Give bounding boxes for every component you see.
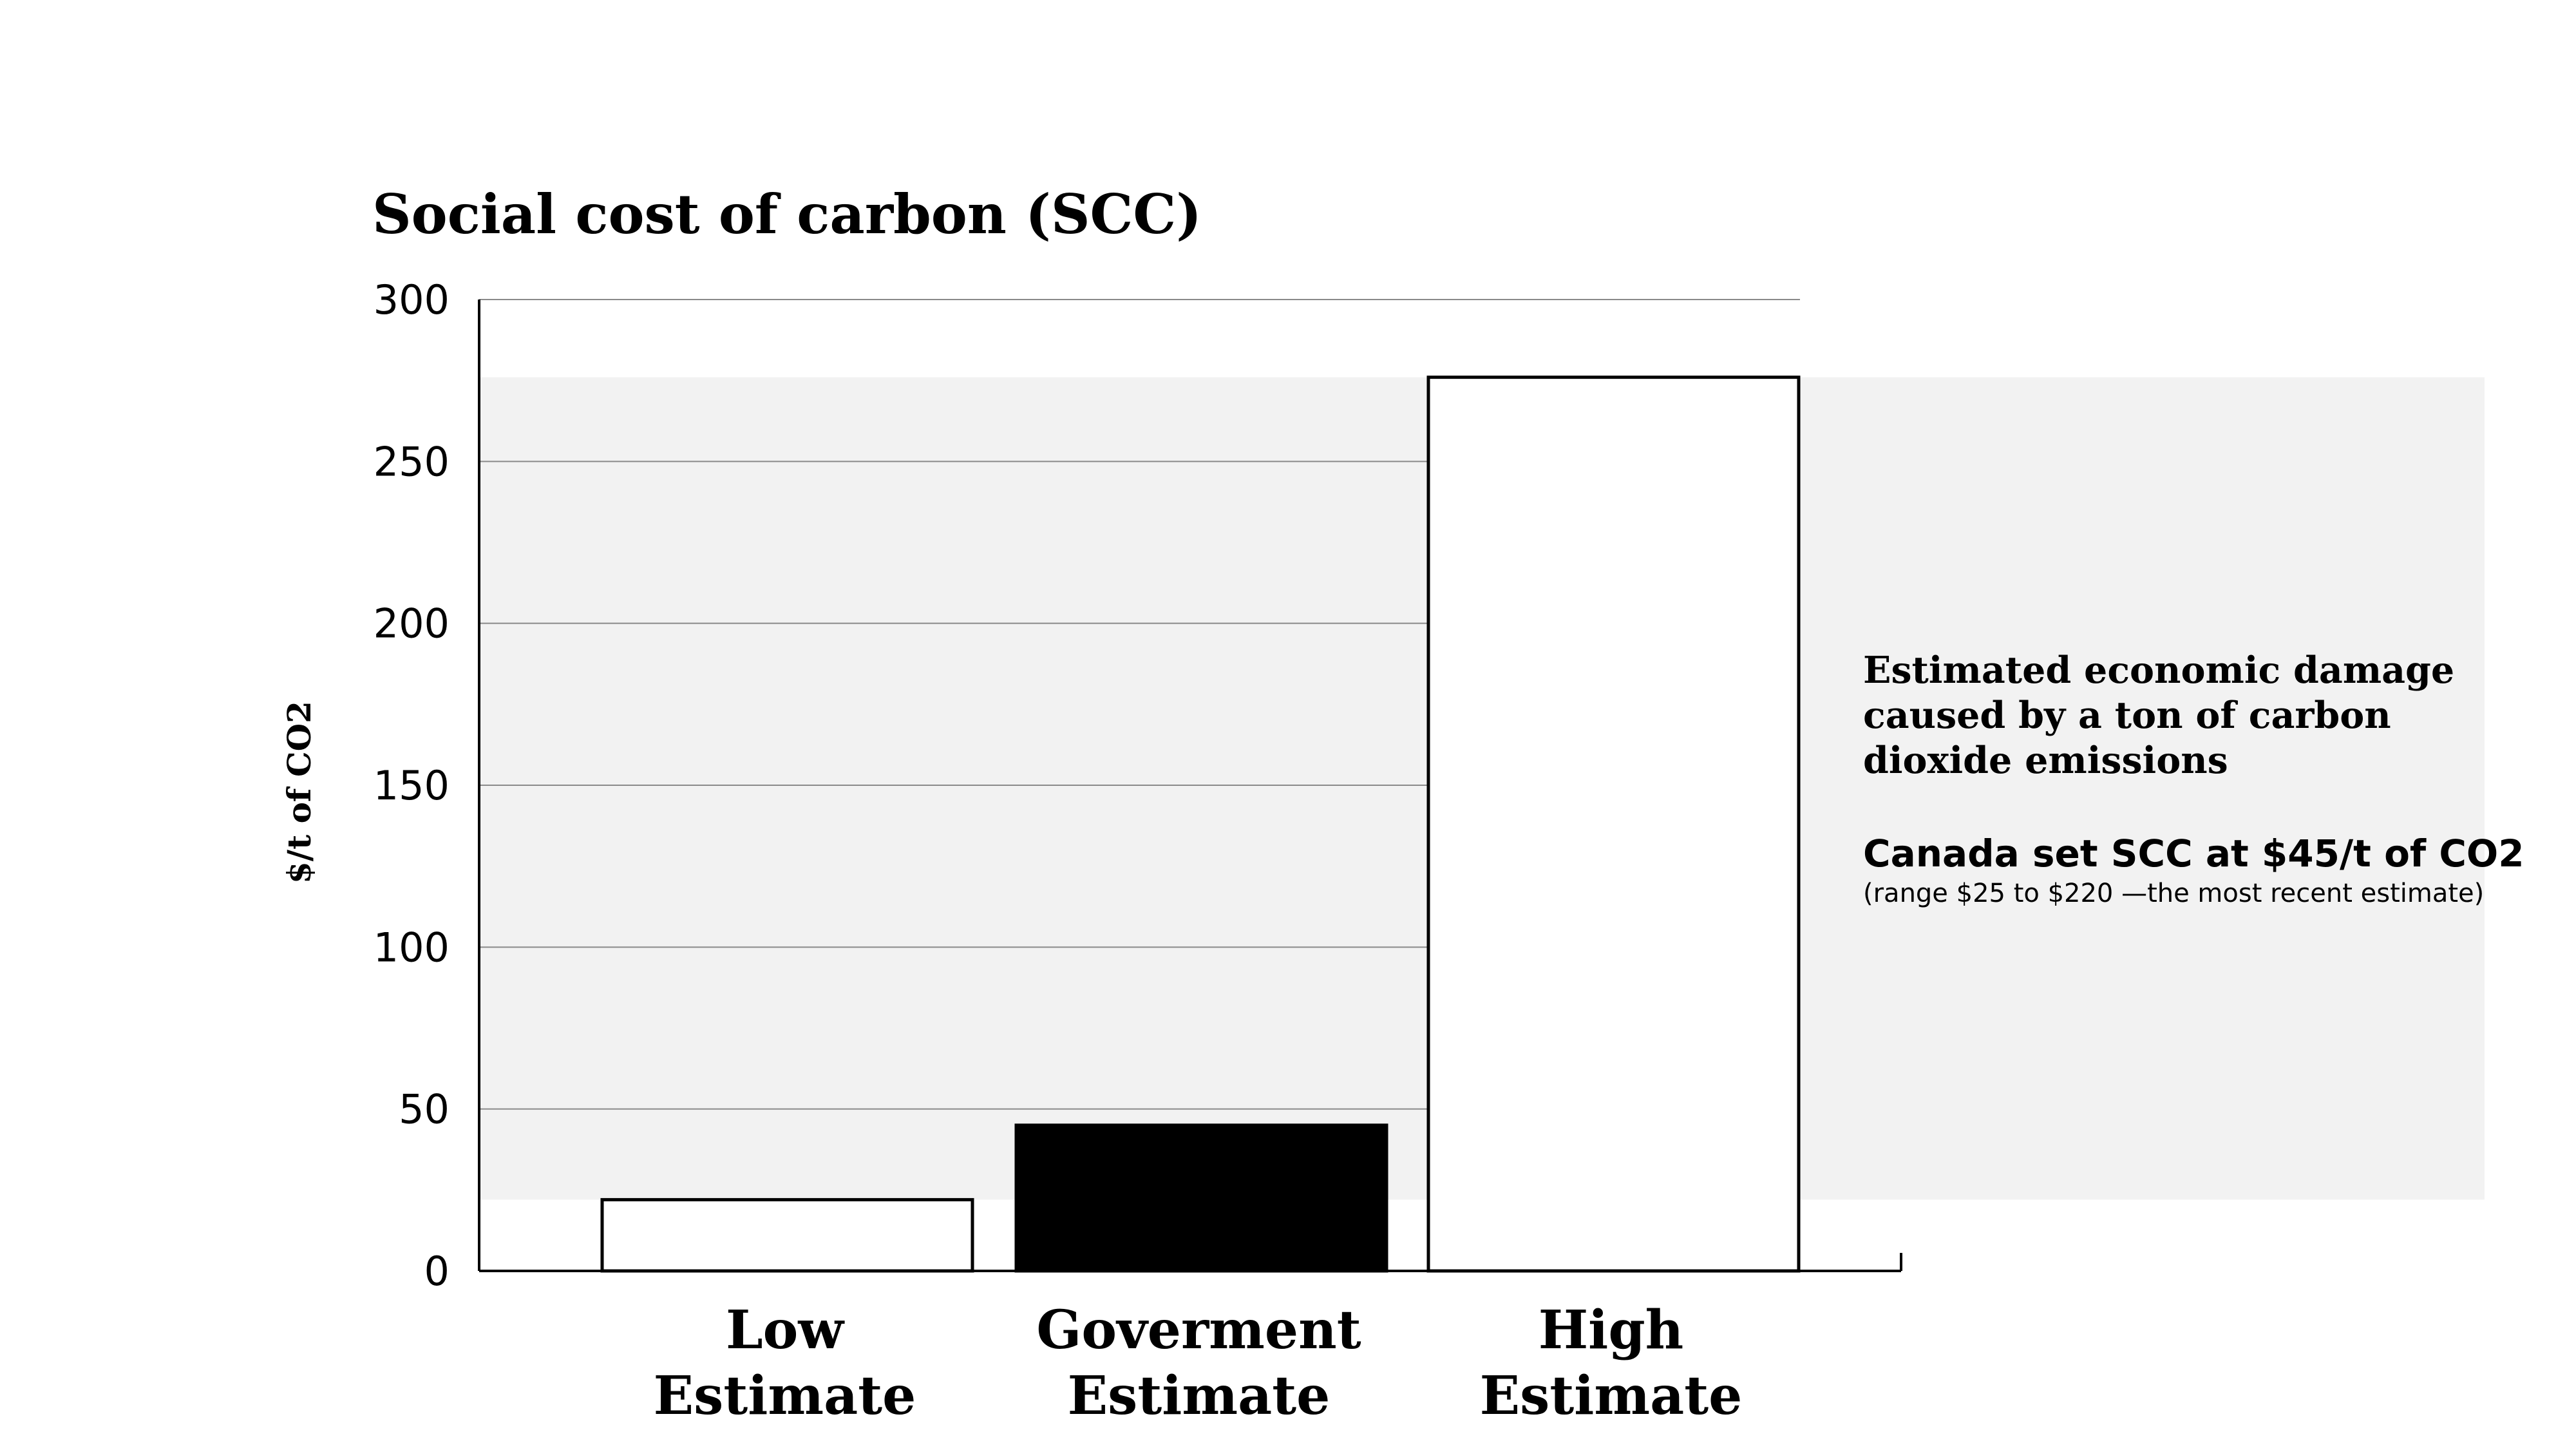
y-tick-label: 250: [374, 438, 450, 485]
bars: [600, 376, 1801, 1273]
chart-title: Social cost of carbon (SCC): [372, 182, 1202, 246]
gridlines: [479, 299, 1800, 1110]
y-tick-labels: 0 50 100 150 200 250 300: [374, 276, 450, 1295]
annotation: Estimated economic damage caused by a to…: [1863, 649, 2524, 908]
y-tick-label: 50: [399, 1086, 450, 1133]
y-axis-label: $/t of CO2: [280, 701, 318, 884]
annotation-line-1: Estimated economic damage: [1863, 649, 2454, 692]
y-tick-label: 200: [374, 600, 450, 647]
annotation-highlight: Canada set SCC at $45/t of CO2: [1863, 832, 2524, 875]
y-tick-label: 300: [374, 276, 450, 323]
annotation-line-3: dioxide emissions: [1863, 739, 2228, 782]
bar: [1426, 376, 1801, 1273]
annotation-note: (range $25 to $220 —the most recent esti…: [1863, 879, 2484, 908]
annotation-line-2: caused by a ton of carbon: [1863, 694, 2391, 737]
bar: [1014, 1123, 1388, 1273]
y-tick-label: 150: [374, 762, 450, 809]
category-label: Estimate: [1480, 1365, 1743, 1427]
category-label: Estimate: [654, 1365, 916, 1427]
y-tick-label: 0: [424, 1248, 450, 1295]
axes: [478, 300, 1902, 1272]
bar: [600, 1197, 974, 1273]
category-label: High: [1539, 1299, 1684, 1361]
category-label: Estimate: [1068, 1365, 1331, 1427]
category-label: Goverment: [1036, 1299, 1361, 1361]
y-tick-label: 100: [374, 924, 450, 971]
category-label: Low: [726, 1299, 845, 1361]
